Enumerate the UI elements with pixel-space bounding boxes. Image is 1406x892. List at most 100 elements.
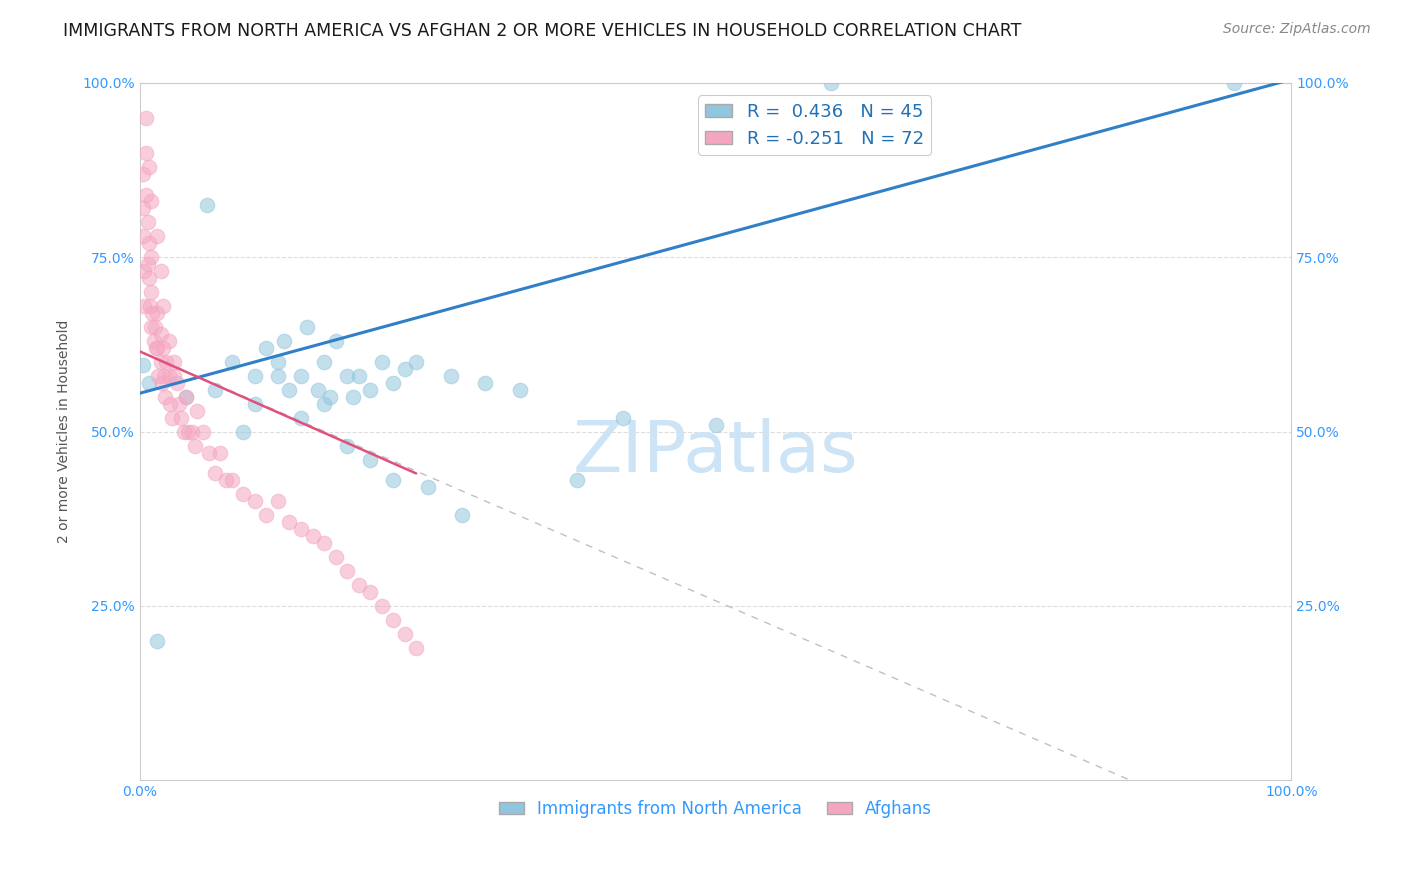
Point — [319, 390, 342, 404]
Text: Source: ZipAtlas.com: Source: ZipAtlas.com — [1223, 22, 1371, 37]
Point — [325, 334, 347, 348]
Point — [138, 271, 160, 285]
Point — [150, 376, 173, 390]
Point — [135, 111, 157, 125]
Point — [307, 383, 329, 397]
Point — [132, 359, 155, 373]
Point — [135, 145, 157, 160]
Y-axis label: 2 or more Vehicles in Household: 2 or more Vehicles in Household — [58, 320, 72, 543]
Point — [267, 494, 290, 508]
Point — [138, 160, 160, 174]
Point — [336, 564, 359, 578]
Point — [204, 383, 226, 397]
Point — [145, 341, 167, 355]
Point — [155, 355, 177, 369]
Point — [243, 494, 266, 508]
Point — [186, 403, 208, 417]
Point — [143, 320, 166, 334]
Point — [173, 425, 195, 439]
Point — [382, 613, 405, 627]
Point — [567, 474, 589, 488]
Point — [416, 480, 439, 494]
Point — [405, 355, 427, 369]
Point — [232, 425, 254, 439]
Point — [157, 334, 180, 348]
Point — [359, 585, 381, 599]
Point — [135, 187, 157, 202]
Point — [153, 368, 176, 383]
Point — [198, 445, 221, 459]
Point — [301, 529, 323, 543]
Point — [290, 368, 312, 383]
Point — [278, 516, 301, 530]
Point — [256, 508, 278, 523]
Point — [204, 467, 226, 481]
Point — [243, 368, 266, 383]
Point — [267, 368, 290, 383]
Point — [191, 425, 214, 439]
Point — [359, 452, 381, 467]
Point — [139, 299, 162, 313]
Point — [146, 306, 169, 320]
Point — [174, 390, 197, 404]
Point — [359, 383, 381, 397]
Point — [141, 285, 163, 300]
Point — [312, 536, 335, 550]
Point — [146, 341, 169, 355]
Point — [382, 376, 405, 390]
Point — [347, 578, 370, 592]
Point — [138, 376, 160, 390]
Point — [149, 326, 172, 341]
Point — [273, 334, 295, 348]
Point — [209, 445, 232, 459]
Point — [184, 439, 207, 453]
Point — [762, 111, 785, 125]
Point — [159, 397, 181, 411]
Point — [138, 236, 160, 251]
Point — [136, 257, 159, 271]
Point — [160, 410, 183, 425]
Point — [394, 362, 416, 376]
Point — [278, 383, 301, 397]
Point — [474, 376, 496, 390]
Point — [221, 355, 243, 369]
Point — [152, 341, 174, 355]
Point — [163, 355, 186, 369]
Point — [820, 76, 842, 90]
Point — [146, 229, 169, 244]
Point — [148, 368, 170, 383]
Point — [290, 522, 312, 536]
Point — [290, 410, 312, 425]
Point — [141, 194, 163, 209]
Point — [394, 627, 416, 641]
Point — [195, 198, 218, 212]
Point — [163, 368, 186, 383]
Point — [177, 425, 200, 439]
Text: ZIPatlas: ZIPatlas — [572, 418, 859, 487]
Point — [347, 368, 370, 383]
Point — [612, 410, 634, 425]
Point — [149, 355, 172, 369]
Point — [312, 397, 335, 411]
Point — [166, 376, 188, 390]
Point — [451, 508, 474, 523]
Point — [132, 167, 155, 181]
Point — [136, 215, 159, 229]
Point — [704, 417, 727, 432]
Point — [312, 355, 335, 369]
Point — [243, 397, 266, 411]
Point — [215, 474, 238, 488]
Point — [141, 320, 163, 334]
Point — [440, 368, 463, 383]
Point — [141, 250, 163, 264]
Point — [405, 640, 427, 655]
Point — [146, 633, 169, 648]
Point — [267, 355, 290, 369]
Point — [1222, 76, 1244, 90]
Point — [382, 474, 405, 488]
Point — [232, 487, 254, 501]
Point — [167, 397, 190, 411]
Point — [153, 390, 176, 404]
Point — [221, 474, 243, 488]
Point — [132, 229, 155, 244]
